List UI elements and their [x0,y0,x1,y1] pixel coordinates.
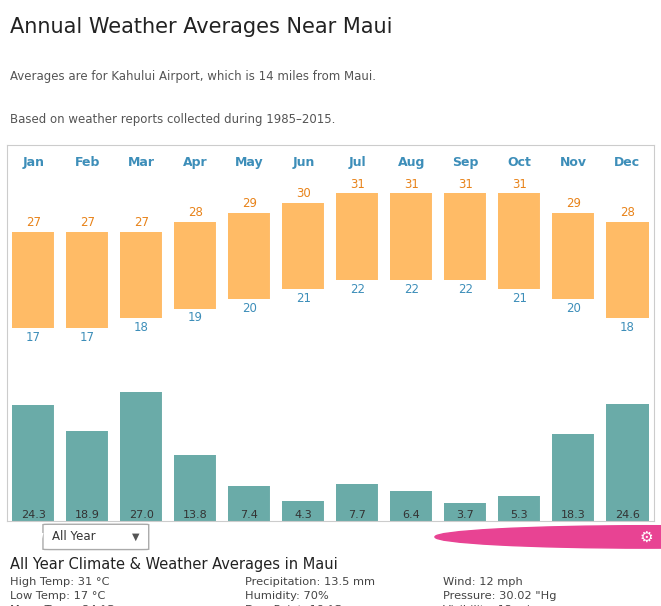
Text: 28: 28 [620,206,635,219]
Bar [120,232,163,318]
Text: 27: 27 [134,216,149,229]
Text: 31: 31 [350,178,365,190]
Circle shape [435,525,661,548]
Text: Precipitation: 13.5 mm: Precipitation: 13.5 mm [245,577,375,587]
Text: May: May [235,156,264,170]
Text: Jan: Jan [22,156,44,170]
Text: 21: 21 [512,292,527,305]
Text: 24.3: 24.3 [21,510,46,520]
Bar [174,222,217,308]
Bar [282,203,325,290]
Text: Apr: Apr [183,156,208,170]
Text: 7.4: 7.4 [241,510,258,520]
Text: All Year: All Year [52,530,95,544]
Bar [120,392,163,521]
Text: 31: 31 [404,178,419,190]
Bar [444,193,487,280]
Bar [228,486,271,521]
Text: Wind: 12 mph: Wind: 12 mph [443,577,523,587]
Text: 5.3: 5.3 [511,510,528,520]
Text: 18: 18 [134,321,149,334]
Bar [444,504,487,521]
Text: 17: 17 [80,331,95,344]
Text: 4.3: 4.3 [295,510,313,520]
Bar [390,193,433,280]
Text: 27.0: 27.0 [129,510,154,520]
Text: 18: 18 [620,321,635,334]
Text: Visibility: 12 mi: Visibility: 12 mi [443,605,530,606]
Bar [66,232,109,328]
Text: 17: 17 [26,331,41,344]
Bar [605,222,649,318]
Text: Annual Weather Averages Near Maui: Annual Weather Averages Near Maui [10,18,393,38]
Text: 22: 22 [458,282,473,296]
Bar [228,213,271,299]
Bar [605,404,649,521]
Text: 29: 29 [242,197,257,210]
Bar [336,484,379,521]
Text: Sep: Sep [452,156,479,170]
Bar [12,232,56,328]
Text: 29: 29 [566,197,581,210]
Text: Mean Temp: 24 °C: Mean Temp: 24 °C [10,605,114,606]
Text: Feb: Feb [75,156,100,170]
Text: 19: 19 [188,311,203,324]
Bar [552,434,595,521]
Text: Oct: Oct [508,156,531,170]
Text: 22: 22 [404,282,419,296]
Text: 31: 31 [458,178,473,190]
Text: 3.7: 3.7 [457,510,475,520]
Text: 27: 27 [26,216,41,229]
Text: 31: 31 [512,178,527,190]
Bar [390,491,433,521]
Text: 28: 28 [188,206,203,219]
Text: Nov: Nov [560,156,587,170]
Text: ▼: ▼ [132,532,139,542]
Bar [552,213,595,299]
Bar [66,431,109,521]
Text: Humidity: 70%: Humidity: 70% [245,591,329,601]
Text: High Temp: 31 °C: High Temp: 31 °C [10,577,110,587]
Bar [282,501,325,521]
Text: 6.4: 6.4 [403,510,420,520]
Bar [174,455,217,521]
Bar [498,193,541,290]
Bar [12,405,56,521]
Text: 27: 27 [80,216,95,229]
Text: 20: 20 [242,302,257,315]
Text: Jul: Jul [349,156,366,170]
Text: Showing:: Showing: [7,530,71,544]
Text: Dec: Dec [614,156,641,170]
Bar [336,193,379,280]
FancyBboxPatch shape [43,524,149,550]
Text: 24.6: 24.6 [615,510,640,520]
Text: Aug: Aug [398,156,425,170]
Text: Based on weather reports collected during 1985–2015.: Based on weather reports collected durin… [10,113,335,127]
Text: 18.9: 18.9 [75,510,100,520]
Text: Averages are for Kahului Airport, which is 14 miles from Maui.: Averages are for Kahului Airport, which … [10,70,376,83]
Text: 21: 21 [296,292,311,305]
Text: 20: 20 [566,302,581,315]
Bar [498,496,541,521]
Text: 30: 30 [296,187,311,200]
Text: Low Temp: 17 °C: Low Temp: 17 °C [10,591,105,601]
Text: Mar: Mar [128,156,155,170]
Text: 13.8: 13.8 [183,510,208,520]
Text: Jun: Jun [292,156,315,170]
Text: 18.3: 18.3 [561,510,586,520]
Text: Pressure: 30.02 "Hg: Pressure: 30.02 "Hg [443,591,557,601]
Text: Dew Point: 19 °C: Dew Point: 19 °C [245,605,341,606]
Text: All Year Climate & Weather Averages in Maui: All Year Climate & Weather Averages in M… [10,558,338,573]
Text: ⚙: ⚙ [640,530,653,544]
Text: 22: 22 [350,282,365,296]
Text: 7.7: 7.7 [348,510,366,520]
